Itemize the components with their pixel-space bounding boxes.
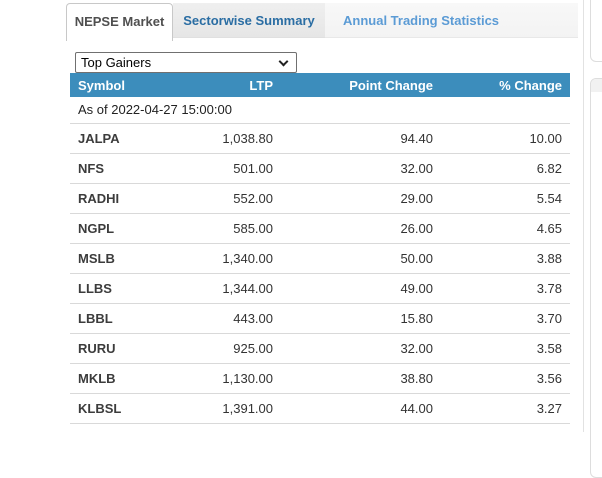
adjacent-card-top-fragment — [590, 0, 602, 62]
point-change-cell: 15.80 — [281, 303, 441, 334]
point-change-cell: 26.00 — [281, 213, 441, 244]
market-view-select[interactable]: Top Gainers — [75, 52, 297, 73]
point-change-cell: 38.80 — [281, 363, 441, 394]
market-view-selected-option: Top Gainers — [81, 55, 152, 70]
point-change-cell: 29.00 — [281, 183, 441, 214]
column-header-ltp: LTP — [190, 73, 281, 97]
adjacent-card-header-band — [591, 79, 602, 92]
ltp-cell: 1,391.00 — [190, 393, 281, 424]
column-header-percent-change: % Change — [441, 73, 570, 97]
tab-annual-trading-statistics[interactable]: Annual Trading Statistics — [325, 3, 578, 38]
symbol-cell: RADHI — [70, 183, 190, 214]
as-of-row: As of 2022-04-27 15:00:00 — [70, 97, 570, 124]
ltp-cell: 552.00 — [190, 183, 281, 214]
ltp-cell: 925.00 — [190, 333, 281, 364]
symbol-cell: KLBSL — [70, 393, 190, 424]
percent-change-cell: 4.65 — [441, 213, 570, 244]
column-header-point-change: Point Change — [281, 73, 441, 97]
table-row: KLBSL 1,391.00 44.00 3.27 — [70, 393, 570, 424]
adjacent-card-bottom-fragment — [590, 78, 602, 478]
symbol-cell: RURU — [70, 333, 190, 364]
ltp-cell: 1,340.00 — [190, 243, 281, 274]
symbol-cell: NGPL — [70, 213, 190, 244]
percent-change-cell: 3.58 — [441, 333, 570, 364]
tab-sectorwise-summary-label: Sectorwise Summary — [183, 13, 315, 28]
symbol-cell: JALPA — [70, 123, 190, 154]
ltp-cell: 501.00 — [190, 153, 281, 184]
column-header-symbol: Symbol — [70, 73, 190, 97]
point-change-cell: 32.00 — [281, 153, 441, 184]
symbol-cell: LBBL — [70, 303, 190, 334]
point-change-cell: 94.40 — [281, 123, 441, 154]
point-change-cell: 44.00 — [281, 393, 441, 424]
percent-change-cell: 3.88 — [441, 243, 570, 274]
top-gainers-table: Symbol LTP Point Change % Change As of 2… — [70, 73, 570, 424]
ltp-cell: 585.00 — [190, 213, 281, 244]
tab-annual-trading-statistics-label: Annual Trading Statistics — [343, 13, 500, 28]
ltp-cell: 1,344.00 — [190, 273, 281, 304]
symbol-cell: MKLB — [70, 363, 190, 394]
tab-nepse-market[interactable]: NEPSE Market — [66, 3, 173, 41]
ltp-cell: 1,038.80 — [190, 123, 281, 154]
panel-right-divider — [583, 0, 584, 432]
table-row: LBBL 443.00 15.80 3.70 — [70, 303, 570, 334]
percent-change-cell: 10.00 — [441, 123, 570, 154]
table-row: JALPA 1,038.80 94.40 10.00 — [70, 123, 570, 154]
table-row: NGPL 585.00 26.00 4.65 — [70, 213, 570, 244]
symbol-cell: LLBS — [70, 273, 190, 304]
percent-change-cell: 3.27 — [441, 393, 570, 424]
ltp-cell: 1,130.00 — [190, 363, 281, 394]
percent-change-cell: 3.56 — [441, 363, 570, 394]
table-row: LLBS 1,344.00 49.00 3.78 — [70, 273, 570, 304]
point-change-cell: 49.00 — [281, 273, 441, 304]
ltp-cell: 443.00 — [190, 303, 281, 334]
chevron-down-icon — [278, 56, 289, 67]
symbol-cell: MSLB — [70, 243, 190, 274]
table-row: MSLB 1,340.00 50.00 3.88 — [70, 243, 570, 274]
tab-nepse-market-label: NEPSE Market — [74, 14, 165, 29]
table-row: RADHI 552.00 29.00 5.54 — [70, 183, 570, 214]
table-row: MKLB 1,130.00 38.80 3.56 — [70, 363, 570, 394]
point-change-cell: 32.00 — [281, 333, 441, 364]
percent-change-cell: 6.82 — [441, 153, 570, 184]
percent-change-cell: 3.70 — [441, 303, 570, 334]
as-of-timestamp: As of 2022-04-27 15:00:00 — [70, 97, 570, 124]
point-change-cell: 50.00 — [281, 243, 441, 274]
nepse-market-panel: NEPSE Market Sectorwise Summary Annual T… — [66, 0, 602, 478]
percent-change-cell: 5.54 — [441, 183, 570, 214]
gainers-table-body: As of 2022-04-27 15:00:00 JALPA 1,038.80… — [70, 97, 570, 424]
tab-sectorwise-summary[interactable]: Sectorwise Summary — [173, 3, 325, 38]
percent-change-cell: 3.78 — [441, 273, 570, 304]
table-row: RURU 925.00 32.00 3.58 — [70, 333, 570, 364]
table-header: Symbol LTP Point Change % Change — [70, 73, 570, 97]
symbol-cell: NFS — [70, 153, 190, 184]
table-row: NFS 501.00 32.00 6.82 — [70, 153, 570, 184]
